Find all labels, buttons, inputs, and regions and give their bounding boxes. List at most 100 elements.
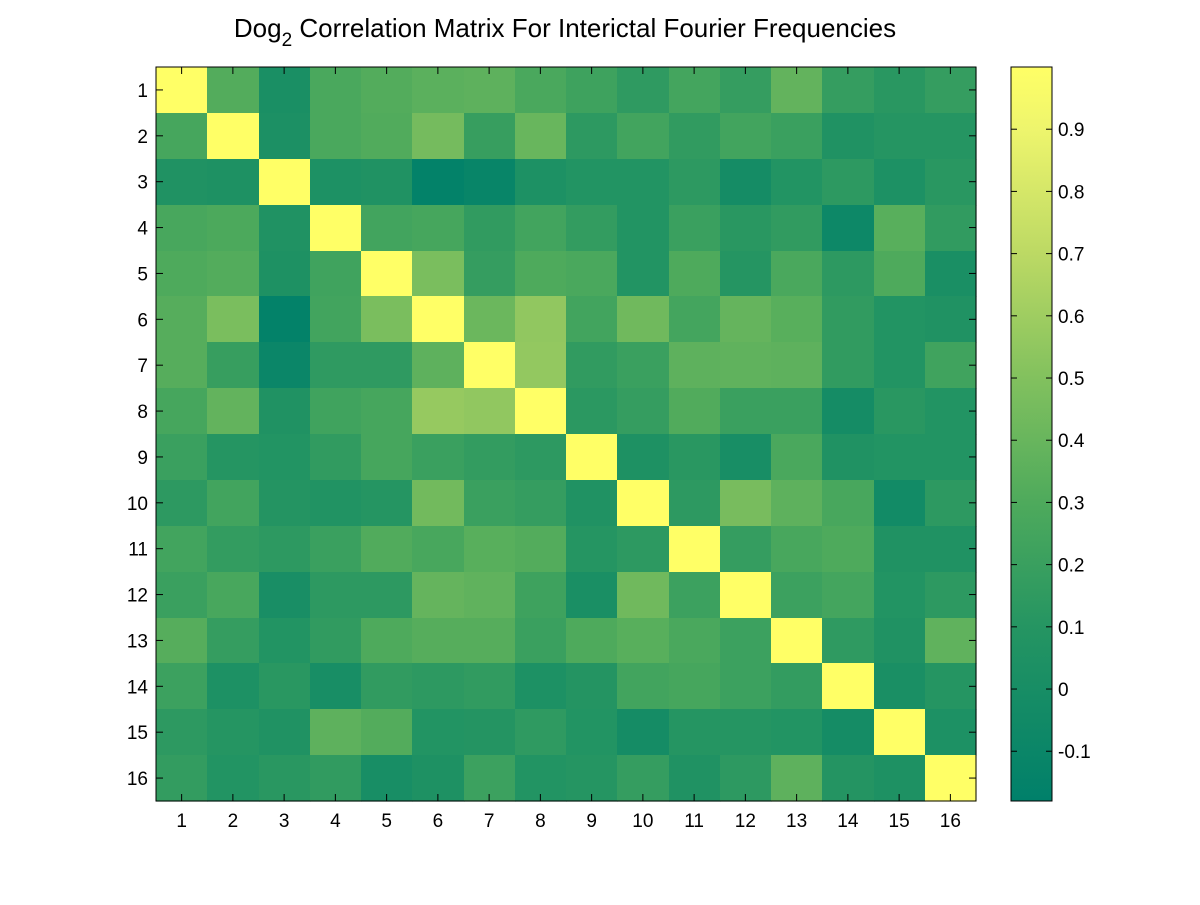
heatmap-cell: [156, 205, 208, 252]
heatmap-cell: [310, 572, 362, 619]
heatmap-cell: [464, 67, 516, 114]
heatmap-cell: [464, 663, 516, 710]
heatmap-cell: [310, 709, 362, 756]
heatmap-cell: [720, 113, 772, 160]
heatmap-cell: [464, 618, 516, 664]
heatmap-cell: [669, 113, 721, 160]
y-tick-label: 6: [137, 310, 148, 331]
heatmap-cell: [822, 251, 875, 297]
heatmap-cell: [515, 709, 567, 756]
heatmap-cell: [617, 388, 670, 435]
heatmap-cell: [412, 526, 465, 573]
heatmap-cell: [669, 205, 721, 252]
heatmap-cell: [156, 388, 208, 435]
heatmap-cell: [669, 159, 721, 206]
y-tick-label: 2: [137, 127, 148, 148]
heatmap-cell: [361, 296, 413, 343]
heatmap-cell: [412, 342, 465, 389]
heatmap-cell: [771, 480, 823, 527]
heatmap-cell: [361, 159, 413, 206]
heatmap-cell: [361, 526, 413, 573]
heatmap-cell: [412, 618, 465, 664]
heatmap-cell: [361, 205, 413, 252]
heatmap-cell: [874, 205, 926, 252]
heatmap-cell: [259, 572, 311, 619]
heatmap-cell: [669, 572, 721, 619]
x-tick-label: 3: [279, 811, 290, 832]
heatmap-cell: [361, 113, 413, 160]
heatmap-cell: [822, 526, 875, 573]
heatmap-cell: [771, 618, 823, 664]
colorbar-tick-label: 0.4: [1058, 431, 1085, 452]
heatmap-cell: [617, 205, 670, 252]
heatmap-cell: [874, 296, 926, 343]
heatmap-cell: [925, 480, 977, 527]
heatmap-cell: [720, 205, 772, 252]
heatmap-cell: [515, 663, 567, 710]
heatmap-cell: [207, 755, 260, 802]
y-tick-label: 9: [137, 448, 148, 469]
heatmap-cell: [566, 342, 618, 389]
heatmap-cell: [720, 526, 772, 573]
heatmap-cell: [464, 251, 516, 297]
heatmap-cell: [874, 388, 926, 435]
heatmap-cell: [515, 526, 567, 573]
y-tick-label: 15: [127, 723, 148, 744]
heatmap-cell: [822, 388, 875, 435]
heatmap-cell: [617, 618, 670, 664]
chart-title: Dog2 Correlation Matrix For Interictal F…: [234, 13, 896, 51]
heatmap-cell: [515, 342, 567, 389]
heatmap-cell: [361, 251, 413, 297]
heatmap-cell: [669, 251, 721, 297]
heatmap-cell: [874, 342, 926, 389]
heatmap-cell: [822, 113, 875, 160]
heatmap-cell: [566, 480, 618, 527]
heatmap-cell: [822, 67, 875, 114]
heatmap-cell: [412, 388, 465, 435]
heatmap-cell: [207, 296, 260, 343]
heatmap-cell: [464, 342, 516, 389]
heatmap-cell: [566, 526, 618, 573]
heatmap-cell: [464, 434, 516, 481]
heatmap-cell: [310, 618, 362, 664]
colorbar-tick-label: 0: [1058, 680, 1069, 701]
heatmap-cell: [310, 342, 362, 389]
heatmap-cell: [669, 755, 721, 802]
heatmap-cell: [617, 67, 670, 114]
heatmap-cell: [566, 296, 618, 343]
plot-frame: [155, 66, 977, 802]
heatmap-cell: [310, 480, 362, 527]
heatmap-cell: [669, 67, 721, 114]
heatmap-cell: [515, 755, 567, 802]
heatmap-cell: [464, 480, 516, 527]
heatmap-cell: [874, 526, 926, 573]
heatmap-cell: [207, 618, 260, 664]
heatmap-cell: [566, 159, 618, 206]
heatmap-cell: [259, 480, 311, 527]
x-tick-label: 7: [484, 811, 495, 832]
heatmap-cell: [207, 709, 260, 756]
heatmap-cell: [412, 251, 465, 297]
heatmap-cell: [515, 388, 567, 435]
x-tick-label: 15: [889, 811, 910, 832]
heatmap-cell: [515, 572, 567, 619]
x-tick-label: 10: [632, 811, 653, 832]
heatmap-cell: [156, 67, 208, 114]
heatmap-cell: [771, 159, 823, 206]
heatmap-cell: [720, 251, 772, 297]
heatmap-cell: [771, 342, 823, 389]
heatmap-cell: [515, 113, 567, 160]
x-tick-label: 4: [330, 811, 341, 832]
heatmap-cell: [566, 618, 618, 664]
heatmap-cell: [412, 755, 465, 802]
heatmap-cell: [617, 755, 670, 802]
heatmap-cell: [515, 67, 567, 114]
heatmap-cell: [207, 251, 260, 297]
heatmap-cell: [310, 296, 362, 343]
heatmap-cell: [310, 388, 362, 435]
heatmap-cell: [207, 434, 260, 481]
x-tick-label: 13: [786, 811, 807, 832]
heatmap-cell: [874, 618, 926, 664]
heatmap-cell: [207, 388, 260, 435]
